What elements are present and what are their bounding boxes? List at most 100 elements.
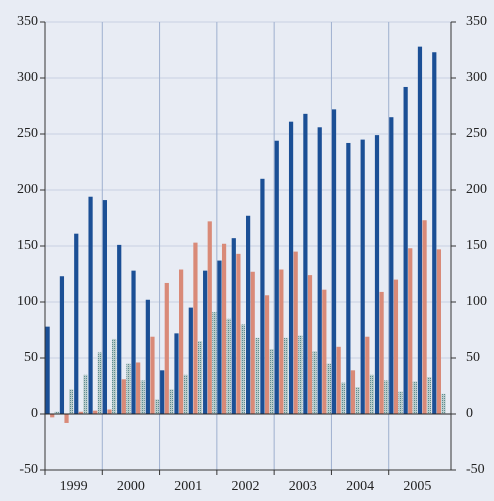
bar (246, 215, 251, 414)
bar (331, 109, 337, 415)
bar (255, 337, 260, 414)
bar (188, 307, 193, 414)
bar (240, 324, 246, 414)
bar (307, 275, 313, 414)
bar (121, 379, 126, 414)
bar (145, 299, 150, 414)
bar (88, 196, 93, 414)
y2-tick-label: 0 (466, 406, 473, 421)
x-group-label: 2001 (174, 479, 202, 494)
bar (74, 233, 79, 414)
bar (279, 269, 284, 414)
bar (160, 370, 165, 414)
bar (221, 243, 227, 414)
x-group-label: 1999 (60, 479, 88, 494)
bar (83, 374, 88, 414)
bar (360, 139, 365, 414)
bar (69, 389, 74, 414)
bar (64, 414, 69, 423)
bar (269, 349, 274, 414)
bar (112, 338, 117, 414)
bar (164, 282, 169, 414)
x-group-label: 2002 (232, 479, 260, 494)
bar (412, 381, 417, 414)
y2-tick-label: 100 (466, 294, 487, 309)
bar (183, 374, 188, 414)
y-tick-label: 150 (17, 238, 38, 253)
bar (117, 244, 122, 414)
bar (346, 142, 351, 414)
bar (274, 140, 279, 414)
bar (369, 374, 375, 414)
bar (432, 52, 437, 415)
bar (78, 411, 83, 414)
y-tick-label: 200 (17, 182, 38, 197)
y-tick-label: 0 (31, 406, 38, 421)
bar (436, 249, 442, 414)
bar (126, 363, 131, 414)
x-group-label: 2003 (289, 479, 317, 494)
bar (417, 46, 423, 414)
bar (264, 295, 270, 414)
bar (174, 333, 179, 414)
bar (389, 117, 394, 414)
bar (298, 335, 303, 414)
bar (283, 337, 289, 414)
y-tick-label: 300 (17, 70, 38, 85)
bar (341, 382, 346, 414)
bar (150, 336, 155, 414)
x-group-label: 2005 (403, 479, 431, 494)
bar (169, 389, 174, 414)
bar (179, 269, 184, 414)
bar (260, 178, 265, 414)
bar (441, 393, 446, 414)
bar (231, 238, 236, 414)
bar (236, 253, 241, 414)
y2-tick-label: 200 (466, 182, 487, 197)
bar (336, 346, 341, 414)
bar (217, 260, 222, 414)
bar (303, 113, 308, 414)
bar (54, 411, 59, 414)
bar (398, 391, 403, 414)
bar (193, 242, 198, 414)
bar (422, 220, 427, 414)
bar (427, 377, 432, 414)
bar (226, 318, 231, 414)
bar (350, 370, 356, 414)
bar (131, 270, 136, 414)
bar (288, 121, 294, 415)
y2-tick-label: 300 (466, 70, 487, 85)
x-group-label: 2000 (117, 479, 145, 494)
bar (317, 127, 322, 414)
bar (45, 326, 50, 414)
bar (197, 341, 203, 414)
y-tick-label: 350 (17, 14, 38, 29)
bar (408, 248, 413, 414)
y2-tick-label: 250 (466, 126, 487, 141)
bar (322, 289, 327, 414)
y-tick-label: 50 (24, 350, 38, 365)
bar (93, 410, 98, 414)
y2-tick-label: 350 (466, 14, 487, 29)
bar (59, 276, 65, 414)
bar (154, 399, 160, 414)
bar (207, 221, 212, 414)
y2-tick-label: 50 (466, 350, 480, 365)
bar (379, 291, 384, 414)
bar (203, 270, 208, 414)
y-tick-label: -50 (19, 462, 38, 477)
bar (374, 135, 380, 414)
bar (355, 387, 360, 414)
y-tick-label: 100 (17, 294, 38, 309)
bar (326, 363, 332, 414)
bar (107, 409, 112, 414)
y2-tick-label: -50 (466, 462, 485, 477)
y2-tick-label: 150 (466, 238, 487, 253)
bar (393, 279, 399, 414)
bar (403, 86, 408, 415)
bar (250, 271, 255, 414)
bar (384, 380, 389, 414)
bar (102, 200, 107, 414)
